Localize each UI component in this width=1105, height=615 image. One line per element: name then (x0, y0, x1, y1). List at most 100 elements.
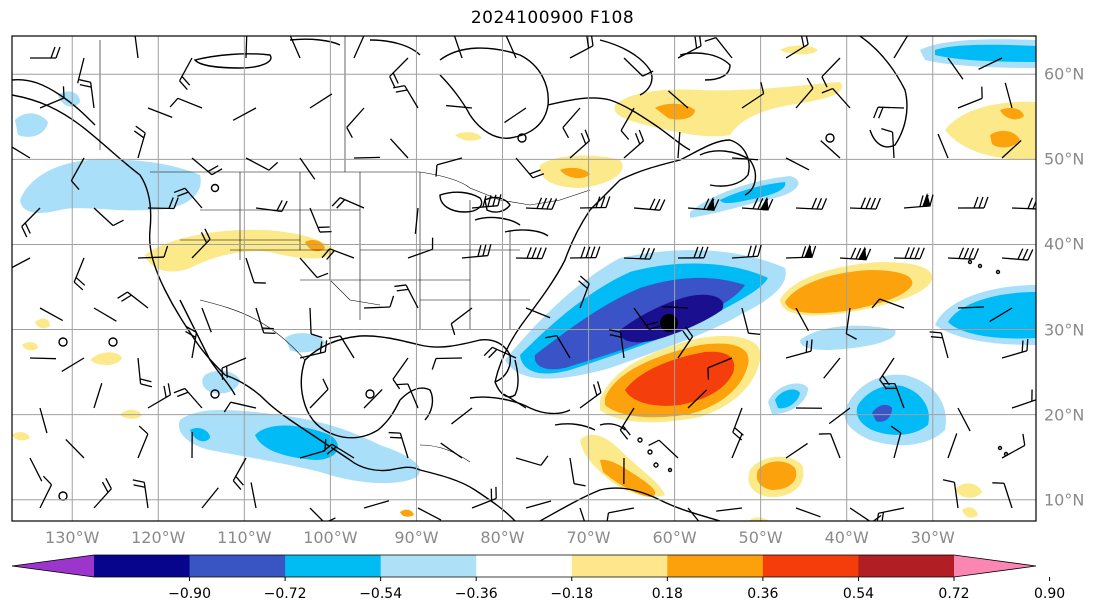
wind-barb (687, 389, 708, 409)
wind-barb (707, 357, 733, 380)
wind-barb (289, 36, 301, 59)
wind-barb (39, 407, 48, 434)
wind-barb (309, 307, 323, 339)
wind-barb (147, 197, 179, 210)
wind-barb (407, 237, 434, 259)
wind-barb (309, 378, 329, 409)
colorbar-tick-label: 0.18 (651, 586, 683, 602)
wind-barb (147, 383, 172, 409)
wind-barb (255, 200, 288, 213)
wind-barb (823, 357, 841, 379)
wind-barb (605, 507, 635, 521)
wind-barb (633, 198, 666, 211)
wind-barb (785, 36, 809, 59)
wind-barb (331, 197, 365, 209)
wind-barb (201, 487, 219, 509)
colorbar-outline (11, 554, 1037, 578)
wind-barb (65, 438, 85, 459)
wind-barb (795, 307, 810, 332)
wind-barb (623, 129, 645, 159)
wind-barb (839, 246, 872, 261)
colorbar-tick-label: 0.72 (938, 586, 970, 602)
wind-barb (992, 482, 1013, 509)
lon-tick-label: 50°W (738, 528, 783, 547)
wind-barb (619, 407, 635, 440)
wind-barb (741, 307, 761, 335)
wind-barb (504, 107, 527, 124)
wind-barb (414, 207, 419, 234)
wind-barb (191, 228, 211, 259)
coastlines-and-borders (12, 36, 1009, 521)
wind-barb (389, 57, 409, 88)
colorbar-extend-low (12, 555, 94, 577)
wind-barb (957, 407, 971, 432)
wind-barb (435, 157, 463, 177)
wind-barb (785, 157, 810, 171)
wind-barb (39, 86, 65, 109)
wind-barb (93, 383, 103, 409)
wind-barb (609, 329, 625, 359)
wind-barb (299, 439, 327, 459)
wind-barb (881, 128, 895, 159)
wind-barb (515, 157, 545, 179)
wind-barb (795, 197, 828, 210)
wind-barb (450, 307, 473, 336)
wind-barb (579, 381, 602, 409)
colorbar-segment (667, 555, 764, 577)
wind-barb (363, 295, 395, 309)
wind-barb (299, 257, 329, 279)
colorbar-tick-label: 0.90 (1033, 586, 1066, 602)
lon-tick-label: 30°W (910, 528, 955, 547)
wind-barb (321, 248, 355, 260)
wind-barb (328, 335, 355, 359)
wind-barb (451, 407, 473, 425)
wind-barb (79, 79, 95, 109)
lat-tick-label: 40°N (1044, 234, 1085, 254)
wind-barb (299, 340, 328, 359)
wind-barb (232, 457, 247, 490)
wind-barb (947, 247, 980, 260)
wind-barb (483, 346, 517, 359)
colorbar-segment (94, 555, 191, 577)
wind-barb (1001, 433, 1026, 459)
wind-barb (741, 82, 765, 109)
wind-barb (363, 500, 390, 509)
wind-barb (883, 383, 905, 409)
lat-tick-label: 10°N (1044, 490, 1085, 510)
lon-tick-label: 40°W (824, 528, 869, 547)
lat-tick-label: 60°N (1044, 64, 1085, 84)
wind-barb (169, 97, 203, 109)
colorbar-segment (858, 555, 955, 577)
wind-barb (12, 257, 31, 271)
lon-tick-label: 90°W (394, 528, 439, 547)
wind-barb (93, 307, 117, 322)
wind-barb (579, 507, 589, 521)
wind-barb (133, 125, 146, 159)
wind-barb (849, 507, 882, 521)
colorbar-segment (285, 555, 382, 577)
wind-barb (569, 246, 601, 259)
colorbar-tick-label: 0.54 (842, 586, 875, 602)
wind-barb (440, 442, 463, 459)
wind-barb (623, 57, 654, 77)
wind-barb (346, 107, 365, 139)
wind-barb (132, 479, 149, 509)
wind-barb (1011, 197, 1036, 210)
colorbar-segment (476, 555, 573, 577)
colorbar-tick-label: −0.90 (168, 586, 211, 602)
wind-barb (569, 129, 591, 159)
wind-barb (504, 36, 517, 59)
wind-barb (667, 90, 689, 109)
wind-barb (39, 475, 53, 509)
wind-barb (1004, 82, 1013, 109)
colorbar-tick-label: −0.54 (359, 586, 403, 602)
wind-barb (623, 247, 656, 260)
lon-tick-label: 120°W (131, 528, 186, 547)
wind-barb (890, 425, 902, 459)
wind-barb (942, 479, 959, 509)
wind-barb (820, 140, 841, 159)
wind-barb (77, 57, 85, 84)
wind-barb (255, 307, 276, 335)
